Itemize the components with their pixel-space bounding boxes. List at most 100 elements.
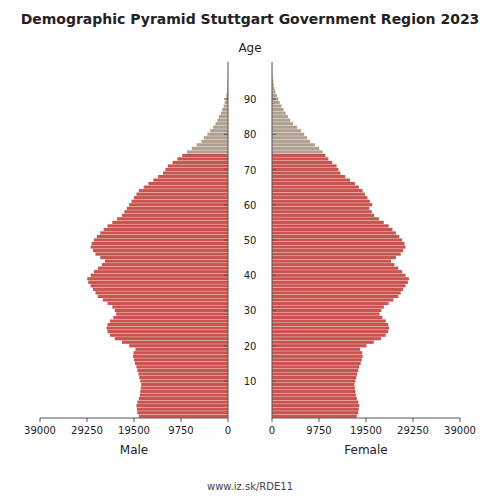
bar (139, 376, 228, 379)
bar (272, 327, 389, 330)
bar (91, 284, 228, 287)
y-tick (272, 345, 276, 346)
bar (272, 157, 328, 160)
bar (272, 323, 388, 326)
bar (272, 415, 357, 418)
bar (272, 386, 355, 389)
bar (133, 355, 228, 358)
x-tick-label: 29250 (397, 425, 429, 436)
bar (107, 323, 228, 326)
bar (153, 178, 228, 181)
bar (112, 305, 228, 308)
bar (272, 193, 365, 196)
bar (91, 245, 228, 248)
y-tick (224, 204, 228, 205)
bar (272, 168, 339, 171)
bar (129, 203, 228, 206)
bar (93, 249, 228, 252)
bar (272, 411, 358, 414)
y-tick (272, 204, 276, 205)
y-tick-label: 70 (244, 165, 257, 176)
chart: Demographic Pyramid Stuttgart Government… (0, 0, 500, 500)
bar (272, 94, 277, 97)
x-tick (319, 418, 320, 422)
x-tick-label: 19500 (118, 425, 150, 436)
bar (92, 242, 228, 245)
y-tick (272, 169, 276, 170)
bar (124, 210, 228, 213)
bar (272, 140, 310, 143)
x-tick-label: 29250 (71, 425, 103, 436)
x-tick (181, 418, 182, 422)
y-tick (272, 380, 276, 381)
bar (272, 200, 370, 203)
bar (272, 238, 402, 241)
bar (144, 186, 228, 189)
bar (122, 341, 228, 344)
bar (272, 161, 332, 164)
bar (177, 157, 228, 160)
x-tick (413, 418, 414, 422)
axis-label: Male (120, 443, 148, 457)
bar (102, 263, 228, 266)
bar (272, 235, 399, 238)
bar (141, 383, 228, 386)
bar (139, 415, 228, 418)
bar (105, 260, 228, 263)
bar (201, 140, 228, 143)
bar (272, 263, 394, 266)
bar (87, 277, 228, 280)
bar (210, 129, 228, 132)
bar (204, 136, 228, 139)
bar (272, 122, 293, 125)
bar (135, 362, 228, 365)
y-tick-label: 50 (244, 235, 257, 246)
bar (272, 267, 398, 270)
bar (272, 274, 406, 277)
bar (272, 182, 355, 185)
bar (272, 249, 403, 252)
bar (272, 231, 396, 234)
bar (272, 196, 367, 199)
bar (134, 351, 228, 354)
bar (272, 390, 355, 393)
y-tick-label: 20 (244, 341, 257, 352)
y-tick-label: 30 (244, 305, 257, 316)
bar (122, 214, 228, 217)
bar (221, 112, 228, 115)
y-tick-label: 60 (244, 200, 257, 211)
bar (272, 136, 307, 139)
bar (272, 334, 386, 337)
bar (107, 224, 228, 227)
bar (110, 334, 228, 337)
bar (272, 305, 384, 308)
bar (136, 365, 228, 368)
bar (272, 210, 372, 213)
y-tick (272, 134, 276, 135)
bar (272, 224, 389, 227)
x-tick (460, 418, 461, 422)
bar (182, 154, 228, 157)
bar (272, 288, 403, 291)
bar (187, 150, 228, 153)
bar (137, 408, 228, 411)
bar (148, 182, 228, 185)
female-bars (272, 66, 409, 418)
bar (272, 203, 372, 206)
bar (192, 147, 228, 150)
bar (272, 309, 381, 312)
x-tick-label: 0 (269, 425, 275, 436)
bar (272, 119, 290, 122)
bar (98, 295, 228, 298)
bar (88, 281, 228, 284)
bar (129, 344, 228, 347)
bar (113, 316, 228, 319)
bar (139, 397, 228, 400)
bar (100, 256, 228, 259)
bar (272, 175, 345, 178)
bar (136, 193, 228, 196)
bar (107, 327, 228, 330)
bar (91, 274, 228, 277)
bar (137, 401, 228, 404)
bar (112, 221, 228, 224)
